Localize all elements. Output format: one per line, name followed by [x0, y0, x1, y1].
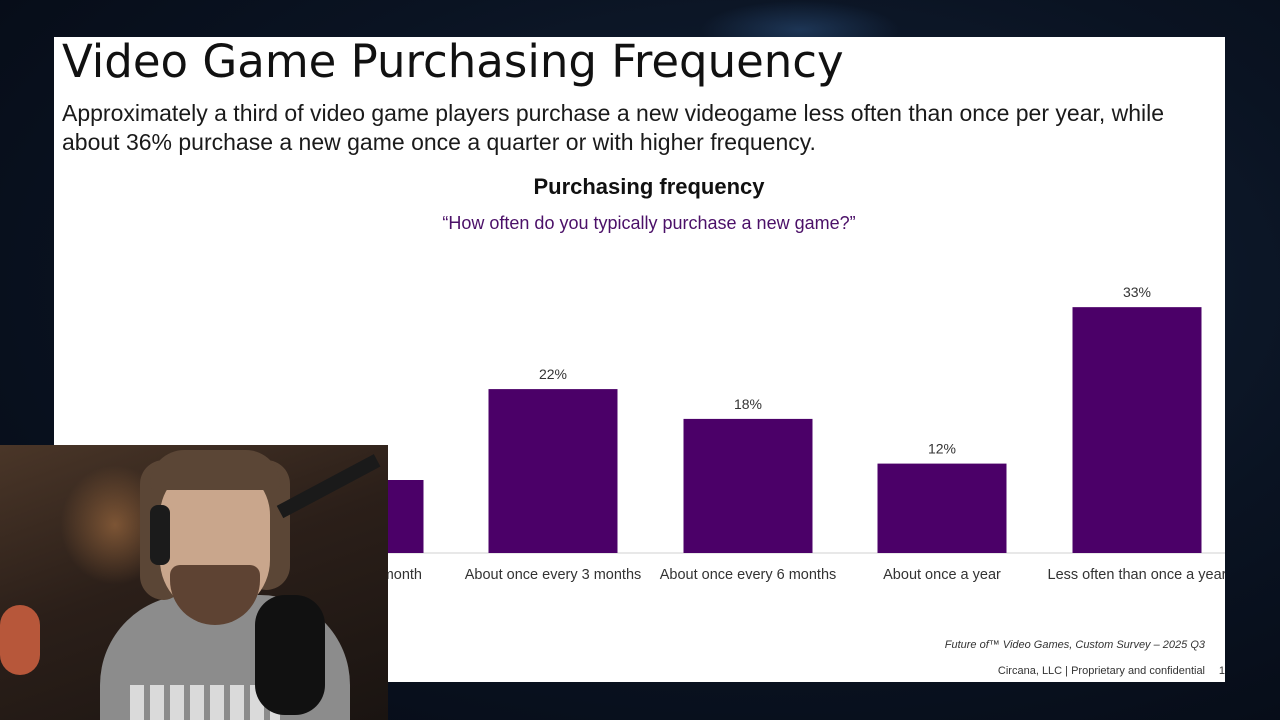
bar-3 [877, 463, 1007, 553]
streamer-webcam-overlay [0, 445, 388, 720]
category-label-4: Less often than once a year [1048, 567, 1225, 583]
chart-question: “How often do you typically purchase a n… [442, 213, 856, 233]
category-label-1: About once every 3 months [465, 567, 642, 583]
streamer-hair-top [150, 450, 280, 490]
category-label-3: About once a year [883, 567, 1001, 583]
data-label-2: 18% [734, 396, 762, 412]
bar-1 [488, 389, 618, 553]
source-footnote: Future of™ Video Games, Custom Survey – … [944, 639, 1205, 651]
slide-subtitle: Approximately a third of video game play… [62, 100, 1165, 155]
category-label-2: About once every 6 months [660, 567, 837, 583]
data-label-3: 12% [928, 441, 956, 457]
bar-4 [1072, 307, 1202, 553]
page-number: 1 [1218, 665, 1225, 677]
confidential-footer: Circana, LLC | Proprietary and confident… [997, 665, 1205, 677]
chart-title: Purchasing frequency [533, 174, 765, 199]
category-label-0: month [382, 567, 422, 583]
presentation-slide: Video Game Purchasing Frequency Approxim… [54, 37, 1225, 682]
data-label-1: 22% [539, 366, 567, 382]
bar-2 [683, 418, 813, 553]
headphones-icon [150, 505, 170, 565]
data-label-4: 33% [1123, 284, 1151, 300]
microphone-icon [255, 595, 325, 715]
webcam-plush-toy [0, 605, 40, 675]
slide-title: Video Game Purchasing Frequency [62, 37, 844, 88]
